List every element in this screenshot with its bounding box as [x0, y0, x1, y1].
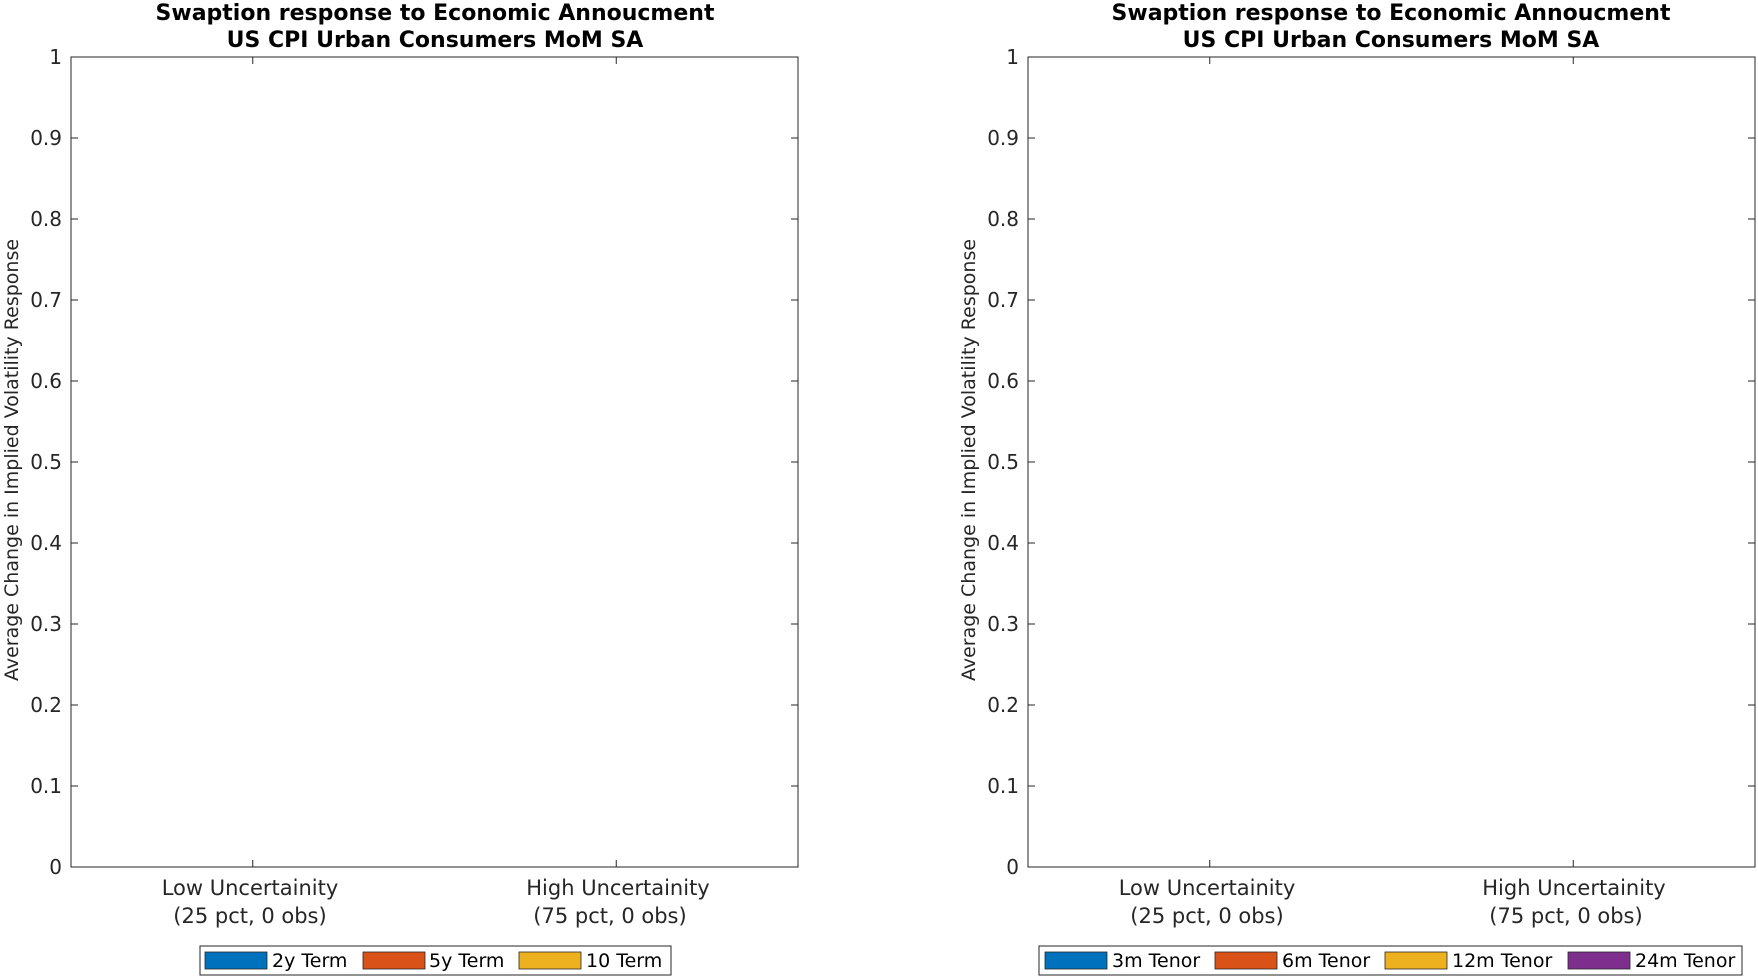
chart-right: Swaption response to Economic Annoucment…	[958, 1, 1756, 976]
legend: 3m Tenor 6m Tenor 12m Tenor 24m Tenor	[1038, 945, 1743, 976]
chart-title: Swaption response to Economic Annoucment	[156, 1, 715, 26]
legend-label: 5y Term	[429, 950, 504, 972]
y-tick-label: 0.9	[30, 126, 62, 150]
y-tick-label: 0.5	[987, 450, 1019, 474]
legend-swatch	[1214, 951, 1278, 970]
plot-area: 0 0.1 0.2 0.3 0.4 0.5 0.6 0.7 0.8 0.9 1	[987, 45, 1756, 879]
legend-swatch	[1384, 951, 1448, 970]
x-tick-label: High Uncertainity	[1482, 876, 1665, 900]
chart-title: Swaption response to Economic Annoucment	[1112, 1, 1671, 26]
chart-subtitle: US CPI Urban Consumers MoM SA	[1183, 28, 1600, 53]
y-tick-label: 0.6	[30, 369, 62, 393]
legend-label: 24m Tenor	[1635, 950, 1735, 972]
y-tick-label: 1	[1006, 45, 1019, 69]
y-tick-label: 0.4	[987, 531, 1019, 555]
y-tick-label: 1	[49, 45, 62, 69]
y-tick-label: 0.7	[30, 288, 62, 312]
chart-subtitle: US CPI Urban Consumers MoM SA	[227, 28, 644, 53]
legend-swatch	[1044, 951, 1108, 970]
y-tick-label: 0.1	[30, 774, 62, 798]
plot-area: 0 0.1 0.2 0.3 0.4 0.5 0.6 0.7 0.8 0.9 1	[30, 45, 799, 879]
legend-swatch	[518, 951, 582, 970]
x-tick-sublabel: (25 pct, 0 obs)	[1130, 904, 1283, 928]
y-tick-label: 0.2	[30, 693, 62, 717]
legend-label: 2y Term	[272, 950, 347, 972]
legend-swatch	[204, 951, 268, 970]
legend: 2y Term 5y Term 10 Term	[199, 945, 672, 976]
y-axis-label: Average Change in Implied Volatility Res…	[958, 239, 980, 681]
y-tick-label: 0.1	[987, 774, 1019, 798]
x-tick-label: Low Uncertainity	[162, 876, 339, 900]
y-tick-label: 0.8	[30, 207, 62, 231]
axes-box	[70, 56, 799, 868]
legend-swatch	[362, 951, 426, 970]
x-tick-label: High Uncertainity	[526, 876, 709, 900]
axes-box	[1027, 56, 1756, 868]
legend-label: 6m Tenor	[1282, 950, 1370, 972]
y-axis-label: Average Change in Implied Volatility Res…	[1, 239, 23, 681]
legend-label: 10 Term	[586, 950, 662, 972]
x-tick-sublabel: (75 pct, 0 obs)	[1489, 904, 1642, 928]
chart-left: Swaption response to Economic Annoucment…	[1, 1, 799, 976]
legend-label: 12m Tenor	[1452, 950, 1552, 972]
x-tick-label: Low Uncertainity	[1119, 876, 1296, 900]
y-tick-label: 0.3	[987, 612, 1019, 636]
y-tick-label: 0.5	[30, 450, 62, 474]
x-tick-sublabel: (75 pct, 0 obs)	[533, 904, 686, 928]
y-tick-label: 0.3	[30, 612, 62, 636]
y-tick-label: 0	[1006, 855, 1019, 879]
legend-swatch	[1567, 951, 1631, 970]
y-tick-label: 0.2	[987, 693, 1019, 717]
y-tick-label: 0	[49, 855, 62, 879]
y-tick-label: 0.4	[30, 531, 62, 555]
x-tick-sublabel: (25 pct, 0 obs)	[173, 904, 326, 928]
y-tick-label: 0.8	[987, 207, 1019, 231]
legend-label: 3m Tenor	[1112, 950, 1200, 972]
y-tick-label: 0.7	[987, 288, 1019, 312]
y-tick-label: 0.6	[987, 369, 1019, 393]
y-tick-label: 0.9	[987, 126, 1019, 150]
legend-box	[199, 945, 672, 976]
